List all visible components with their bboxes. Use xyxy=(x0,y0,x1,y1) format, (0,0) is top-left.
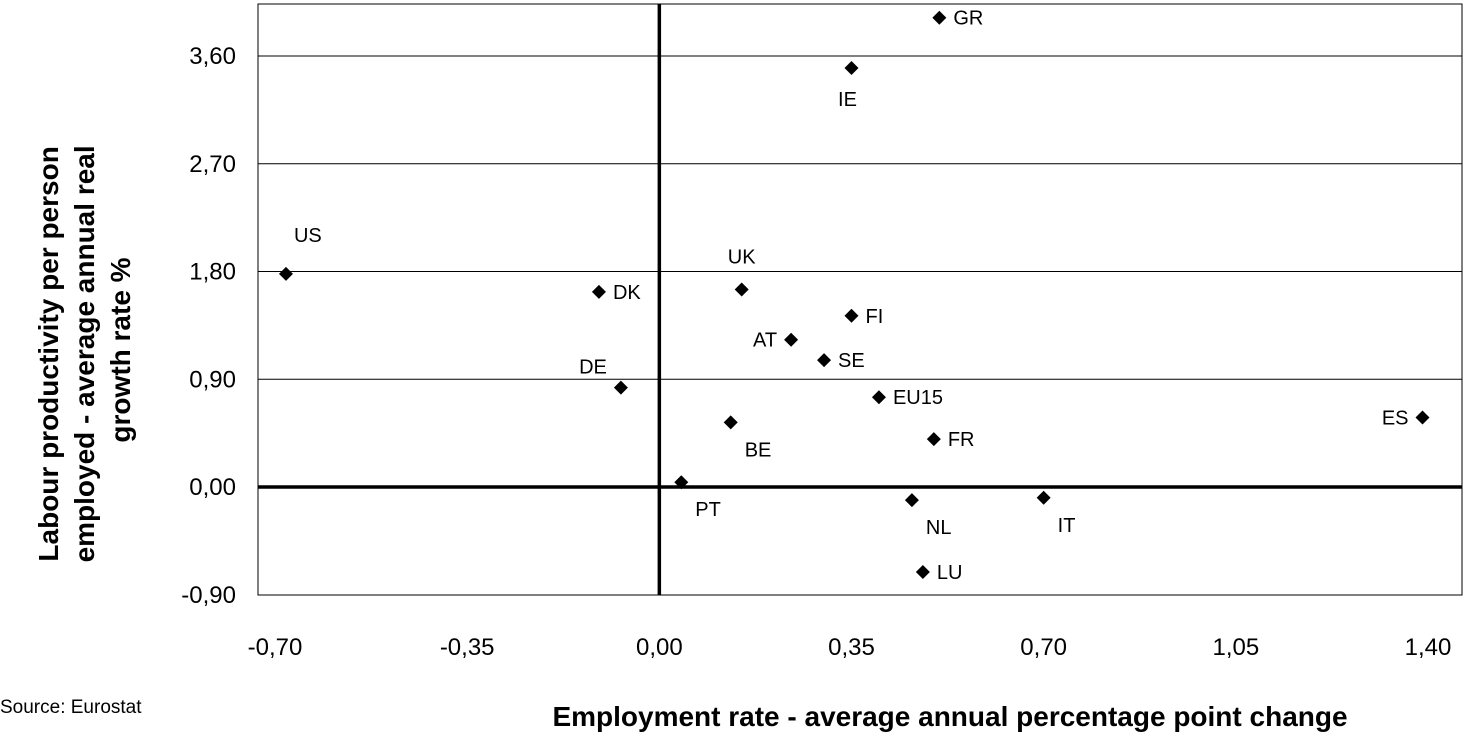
x-tick-label: 0,70 xyxy=(1020,634,1067,661)
point-label-nl: NL xyxy=(926,517,952,539)
point-es xyxy=(1415,410,1430,425)
y-axis-title-line-2: employed - average annual real xyxy=(69,145,100,562)
point-label-fi: FI xyxy=(866,306,884,328)
y-tick-label: 2,70 xyxy=(189,151,236,178)
point-nl xyxy=(904,493,919,508)
y-axis-title-line-3: growth rate % xyxy=(105,257,136,442)
y-tick-label: -0,90 xyxy=(181,582,236,609)
y-axis-title: Labour productivity per person employed … xyxy=(33,138,136,563)
point-fi xyxy=(844,308,859,323)
point-label-dk: DK xyxy=(613,282,641,304)
point-at xyxy=(784,332,799,347)
point-fr xyxy=(926,432,941,447)
point-label-be: BE xyxy=(745,439,772,461)
gridlines xyxy=(258,55,1462,380)
point-label-uk: UK xyxy=(728,246,756,268)
y-tick-label: 0,90 xyxy=(189,366,236,393)
x-axis-title: Employment rate - average annual percent… xyxy=(552,701,1347,732)
point-label-us: US xyxy=(294,225,322,247)
y-tick-label: 3,60 xyxy=(189,43,236,70)
source-note: Source: Eurostat xyxy=(0,697,142,718)
data-points xyxy=(278,10,1430,580)
y-tick-labels: -0,90 0,00 0,90 1,80 2,70 3,60 xyxy=(181,43,236,609)
point-de xyxy=(613,380,628,395)
point-label-gr: GR xyxy=(953,8,983,30)
point-se xyxy=(817,353,832,368)
plot-area xyxy=(257,3,1463,596)
point-us xyxy=(278,266,293,281)
point-label-es: ES xyxy=(1382,408,1409,430)
point-lu xyxy=(915,565,930,580)
point-uk xyxy=(734,282,749,297)
point-label-lu: LU xyxy=(937,562,963,584)
point-dk xyxy=(591,284,606,299)
x-tick-label: -0,70 xyxy=(248,634,303,661)
point-gr xyxy=(932,10,947,25)
point-label-at: AT xyxy=(753,330,777,352)
point-label-de: DE xyxy=(579,357,607,379)
point-label-se: SE xyxy=(838,350,865,372)
x-tick-label: -0,35 xyxy=(440,634,495,661)
x-tick-label: 1,05 xyxy=(1212,634,1259,661)
y-tick-label: 0,00 xyxy=(189,474,236,501)
point-label-pt: PT xyxy=(695,499,721,521)
point-label-ie: IE xyxy=(838,89,857,111)
point-label-fr: FR xyxy=(948,429,975,451)
x-tick-label: 0,00 xyxy=(636,634,683,661)
point-label-it: IT xyxy=(1058,515,1076,537)
x-tick-label: 1,40 xyxy=(1405,634,1452,661)
point-eu15 xyxy=(871,390,886,405)
x-tick-label: 0,35 xyxy=(828,634,875,661)
point-be xyxy=(723,415,738,430)
point-pt xyxy=(674,475,689,490)
point-label-eu15: EU15 xyxy=(893,387,943,409)
zero-axes xyxy=(258,4,1462,595)
point-ie xyxy=(844,60,859,75)
point-it xyxy=(1036,490,1051,505)
y-axis-title-line-1: Labour productivity per person xyxy=(33,146,64,561)
y-tick-label: 1,80 xyxy=(189,259,236,286)
x-tick-labels: -0,70 -0,35 0,00 0,35 0,70 1,05 1,40 xyxy=(248,634,1452,661)
